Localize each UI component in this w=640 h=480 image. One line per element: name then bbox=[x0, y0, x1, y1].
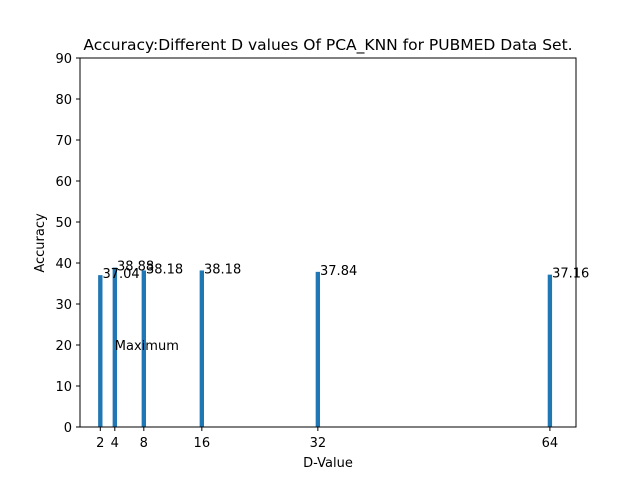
x-axis-ticks: 2 4 8 16 32 64 bbox=[96, 427, 558, 451]
bar-d-64 bbox=[547, 274, 553, 427]
data-label-d-64: 37.16 bbox=[552, 267, 589, 282]
chart-title: Accuracy:Different D values Of PCA_KNN f… bbox=[83, 36, 572, 55]
bar-d-32 bbox=[315, 271, 321, 427]
y-tick-label: 10 bbox=[55, 380, 72, 395]
plot-frame bbox=[79, 57, 577, 428]
bar-d-2 bbox=[98, 275, 103, 427]
y-tick-label: 70 bbox=[55, 134, 72, 149]
data-label-d-32: 37.84 bbox=[320, 264, 357, 279]
data-label-d-2: 37.04 bbox=[102, 267, 139, 282]
x-tick-label: 8 bbox=[140, 436, 148, 451]
annotations-group: Maximum bbox=[115, 339, 179, 354]
x-tick-label: 16 bbox=[194, 436, 211, 451]
x-axis-label: D-Value bbox=[303, 456, 353, 471]
annotation-maximum: Maximum bbox=[115, 339, 179, 354]
bars-group bbox=[98, 267, 553, 427]
data-label-d-8: 38.18 bbox=[146, 262, 183, 277]
bar-d-8 bbox=[141, 270, 146, 427]
y-axis-ticks: 0 10 20 30 40 50 60 70 80 90 bbox=[55, 52, 80, 436]
y-tick-label: 90 bbox=[55, 52, 72, 67]
data-label-d-16: 38.18 bbox=[204, 262, 241, 277]
data-label-d-4: 38.88 bbox=[117, 260, 154, 275]
bar-d-16 bbox=[199, 270, 204, 427]
x-tick-label: 64 bbox=[542, 436, 559, 451]
y-tick-label: 50 bbox=[55, 216, 72, 231]
y-tick-label: 0 bbox=[64, 421, 72, 436]
x-tick-label: 2 bbox=[96, 436, 104, 451]
x-tick-label: 4 bbox=[111, 436, 119, 451]
bar-d-4 bbox=[112, 267, 117, 427]
y-tick-label: 20 bbox=[55, 339, 72, 354]
y-tick-label: 40 bbox=[55, 257, 72, 272]
y-tick-label: 60 bbox=[55, 175, 72, 190]
y-tick-label: 30 bbox=[55, 298, 72, 313]
x-tick-label: 32 bbox=[310, 436, 327, 451]
y-axis-label: Accuracy bbox=[33, 213, 48, 273]
y-tick-label: 80 bbox=[55, 93, 72, 108]
